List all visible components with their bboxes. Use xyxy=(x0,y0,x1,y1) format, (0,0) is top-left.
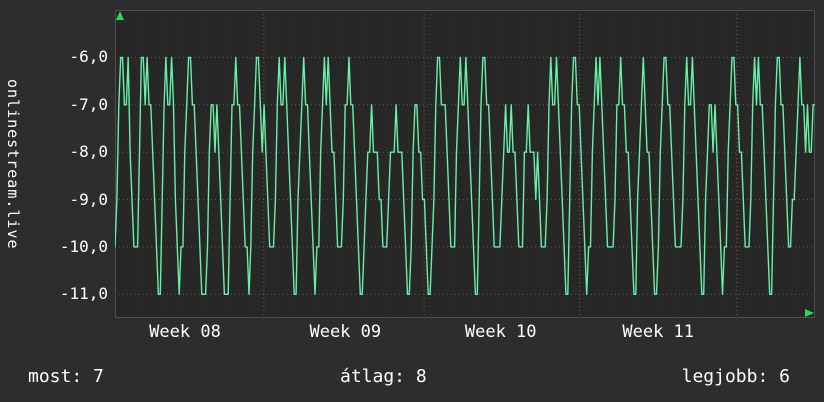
y-tick-label: -8,0 xyxy=(69,142,108,162)
y-tick-label: -11,0 xyxy=(59,284,108,304)
x-tick-label: Week 08 xyxy=(149,322,221,342)
x-tick-label: Week 10 xyxy=(464,322,537,342)
y-tick-label: -10,0 xyxy=(59,236,108,256)
y-tick-label: -7,0 xyxy=(69,94,108,114)
y-axis-arrow-icon xyxy=(116,11,124,20)
y-tick-label: -6,0 xyxy=(69,47,108,67)
stat-most: most: 7 xyxy=(28,366,104,387)
x-tick-label: Week 09 xyxy=(309,322,382,342)
stats-footer: most: 7 átlag: 8 legjobb: 6 xyxy=(0,362,824,394)
stat-legjobb: legjobb: 6 xyxy=(681,366,790,387)
x-axis-arrow-icon xyxy=(805,309,814,317)
line-chart-svg xyxy=(115,10,815,318)
y-axis-title: onlinestream.live xyxy=(4,78,22,250)
x-tick-label: Week 11 xyxy=(622,322,695,342)
chart-area xyxy=(115,10,815,318)
y-tick-label: -9,0 xyxy=(69,189,108,209)
stat-atlag: átlag: 8 xyxy=(340,366,427,387)
